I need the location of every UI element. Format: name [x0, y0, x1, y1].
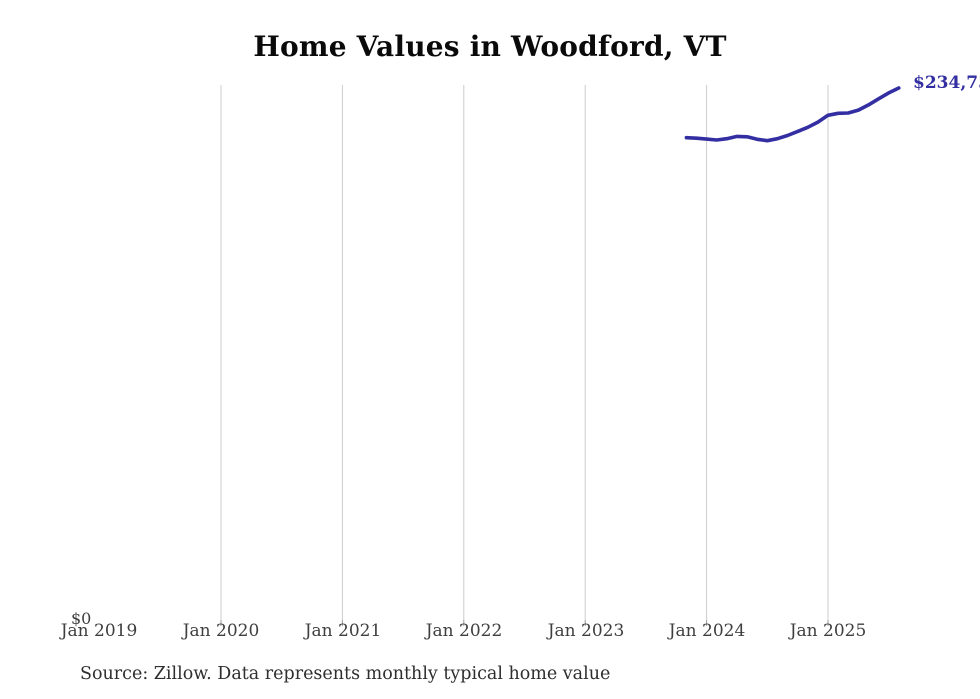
y-tick-label-zero: $0: [71, 609, 92, 628]
x-tick-label: Jan 2020: [182, 621, 260, 641]
source-note: Source: Zillow. Data represents monthly …: [80, 664, 611, 684]
x-tick-label: Jan 2021: [304, 621, 382, 641]
chart-title: Home Values in Woodford, VT: [253, 30, 727, 63]
home-value-line: [684, 86, 901, 143]
current-value-label: $234,750: [913, 73, 980, 93]
x-tick-label: Jan 2025: [789, 621, 867, 641]
x-tick-label: Jan 2019: [60, 621, 138, 641]
x-tick-label: Jan 2024: [668, 621, 746, 641]
x-tick-label: Jan 2023: [547, 621, 625, 641]
x-tick-label: Jan 2022: [425, 621, 503, 641]
